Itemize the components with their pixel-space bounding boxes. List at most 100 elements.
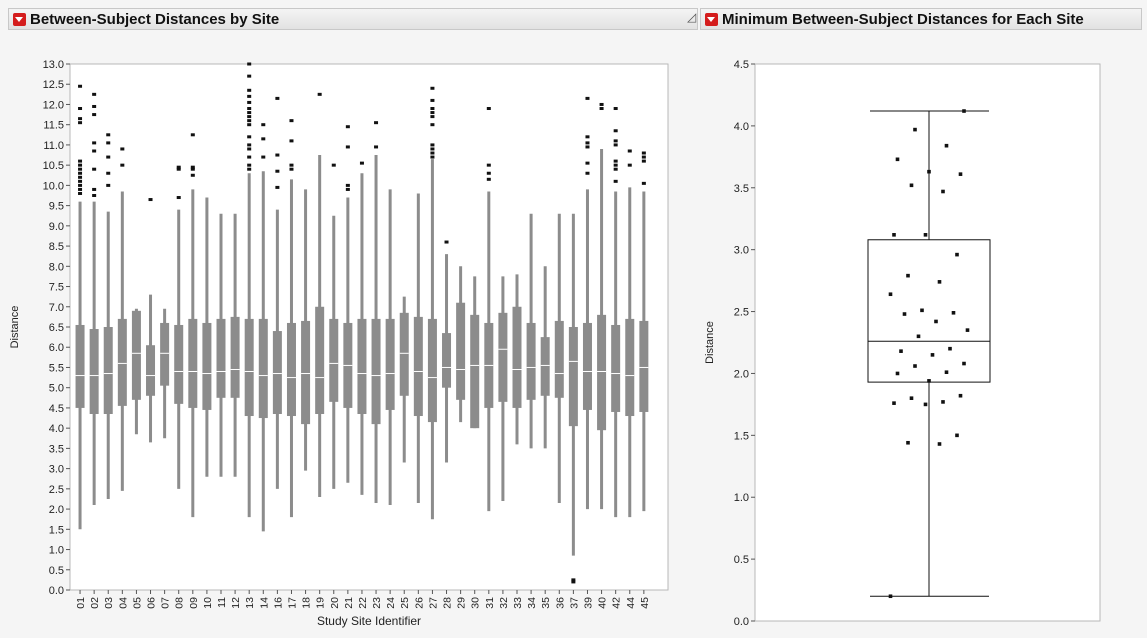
outlier-point [317,92,322,96]
x-tick-label: 01 [75,597,87,609]
outlier-point [430,123,435,127]
left-panel-header: Between-Subject Distances by Site [8,8,698,30]
site-minimum-point [962,361,966,366]
site-box-20 [329,163,339,489]
x-tick-label: 11 [216,597,228,608]
outlier-point [585,135,590,139]
collapse-triangle-icon[interactable]: ◿ [687,10,697,24]
y-tick-label: 3.5 [49,443,64,455]
site-box-11 [216,213,226,477]
outlier-point [641,151,646,155]
disclosure-menu-icon[interactable] [13,12,26,26]
box [540,337,550,396]
outlier-point [78,117,83,121]
site-minimum-point [909,183,914,188]
box [230,316,240,398]
outlier-point [92,141,97,145]
outlier-point [599,102,604,106]
outlier-point [430,151,435,155]
box [371,318,381,425]
site-minimum-point [958,172,963,176]
outlier-point [106,155,111,159]
outlier-point [374,145,379,149]
outlier-point [585,96,590,100]
x-tick-label: 42 [611,597,623,609]
box [329,318,339,402]
site-box-25 [399,296,409,463]
x-tick-label: 08 [174,597,186,609]
box [117,318,127,406]
y-tick-label: 1.5 [49,524,64,536]
distance-by-site-boxplot: 0.0 0.5 1.0 1.5 2.0 2.5 3.0 3.5 4.0 4.5 5.0 5.5 6.0 6… [9,59,669,628]
y-tick-label: 11.5 [43,120,64,132]
site-box-05 [131,308,141,435]
site-box-29 [456,266,466,423]
site-box-44 [625,149,635,518]
outlier-point [486,177,491,181]
y-tick-label: 0.5 [734,554,749,566]
site-box-22 [357,161,367,495]
x-tick-label: 18 [301,597,313,609]
x-tick-label: 36 [554,597,566,609]
x-tick-label: 14 [258,597,270,609]
site-minimum-point [951,310,956,315]
y-tick-label: 7.0 [49,302,64,314]
site-box-04 [117,147,127,491]
outlier-point [247,143,252,147]
site-box-24 [385,189,395,506]
x-tick-label: 24 [385,597,397,609]
y-tick-label: 2.5 [734,307,749,319]
outlier-point [247,94,252,98]
x-tick-label: 32 [498,597,510,609]
x-tick-label: 13 [244,597,256,609]
outlier-point [247,155,252,159]
y-tick-label: 10.5 [43,160,64,172]
outlier-point [247,62,252,66]
y-tick-label: 2.0 [49,504,64,516]
outlier-point [247,107,252,111]
x-tick-label: 22 [357,597,369,609]
site-box-09 [188,133,198,518]
outlier-point [247,88,252,92]
outlier-point [585,145,590,149]
x-tick-label: 07 [160,597,172,609]
outlier-point [627,149,632,153]
outlier-point [331,163,336,167]
x-tick-label: 10 [202,597,214,609]
outlier-point [430,98,435,102]
outlier-point [190,133,195,137]
box [526,322,536,400]
x-tick-label: 03 [103,597,115,609]
site-box-17 [286,119,296,518]
box [385,318,395,410]
outlier-point [261,123,266,127]
site-minimum-point [920,308,924,313]
site-box-34 [526,213,536,449]
site-box-10 [202,197,212,477]
x-tick-label: 35 [540,597,552,609]
site-minimum-point [944,370,949,375]
x-tick-label: 39 [582,597,594,609]
outlier-point [599,107,604,111]
disclosure-menu-icon[interactable] [705,12,718,26]
outlier-point [78,167,83,171]
x-tick-label: 28 [442,597,454,609]
outlier-point [430,143,435,147]
site-box-39 [582,96,592,510]
outlier-point [359,161,364,165]
x-tick-label: 09 [188,597,200,609]
outlier-point [430,155,435,159]
outlier-point [275,185,280,189]
y-tick-label: 3.0 [49,464,64,476]
x-tick-label: 12 [230,597,242,609]
outlier-point [106,141,111,145]
y-tick-label: 4.5 [49,403,64,415]
site-minimum-point [892,401,896,405]
y-tick-label: 0.0 [49,585,64,597]
y-tick-label: 1.0 [734,492,749,504]
y-tick-label: 12.0 [43,99,64,111]
outlier-point [613,143,618,147]
outlier-point [176,167,181,171]
y-axis-label: Distance [9,306,21,349]
box [357,318,367,414]
